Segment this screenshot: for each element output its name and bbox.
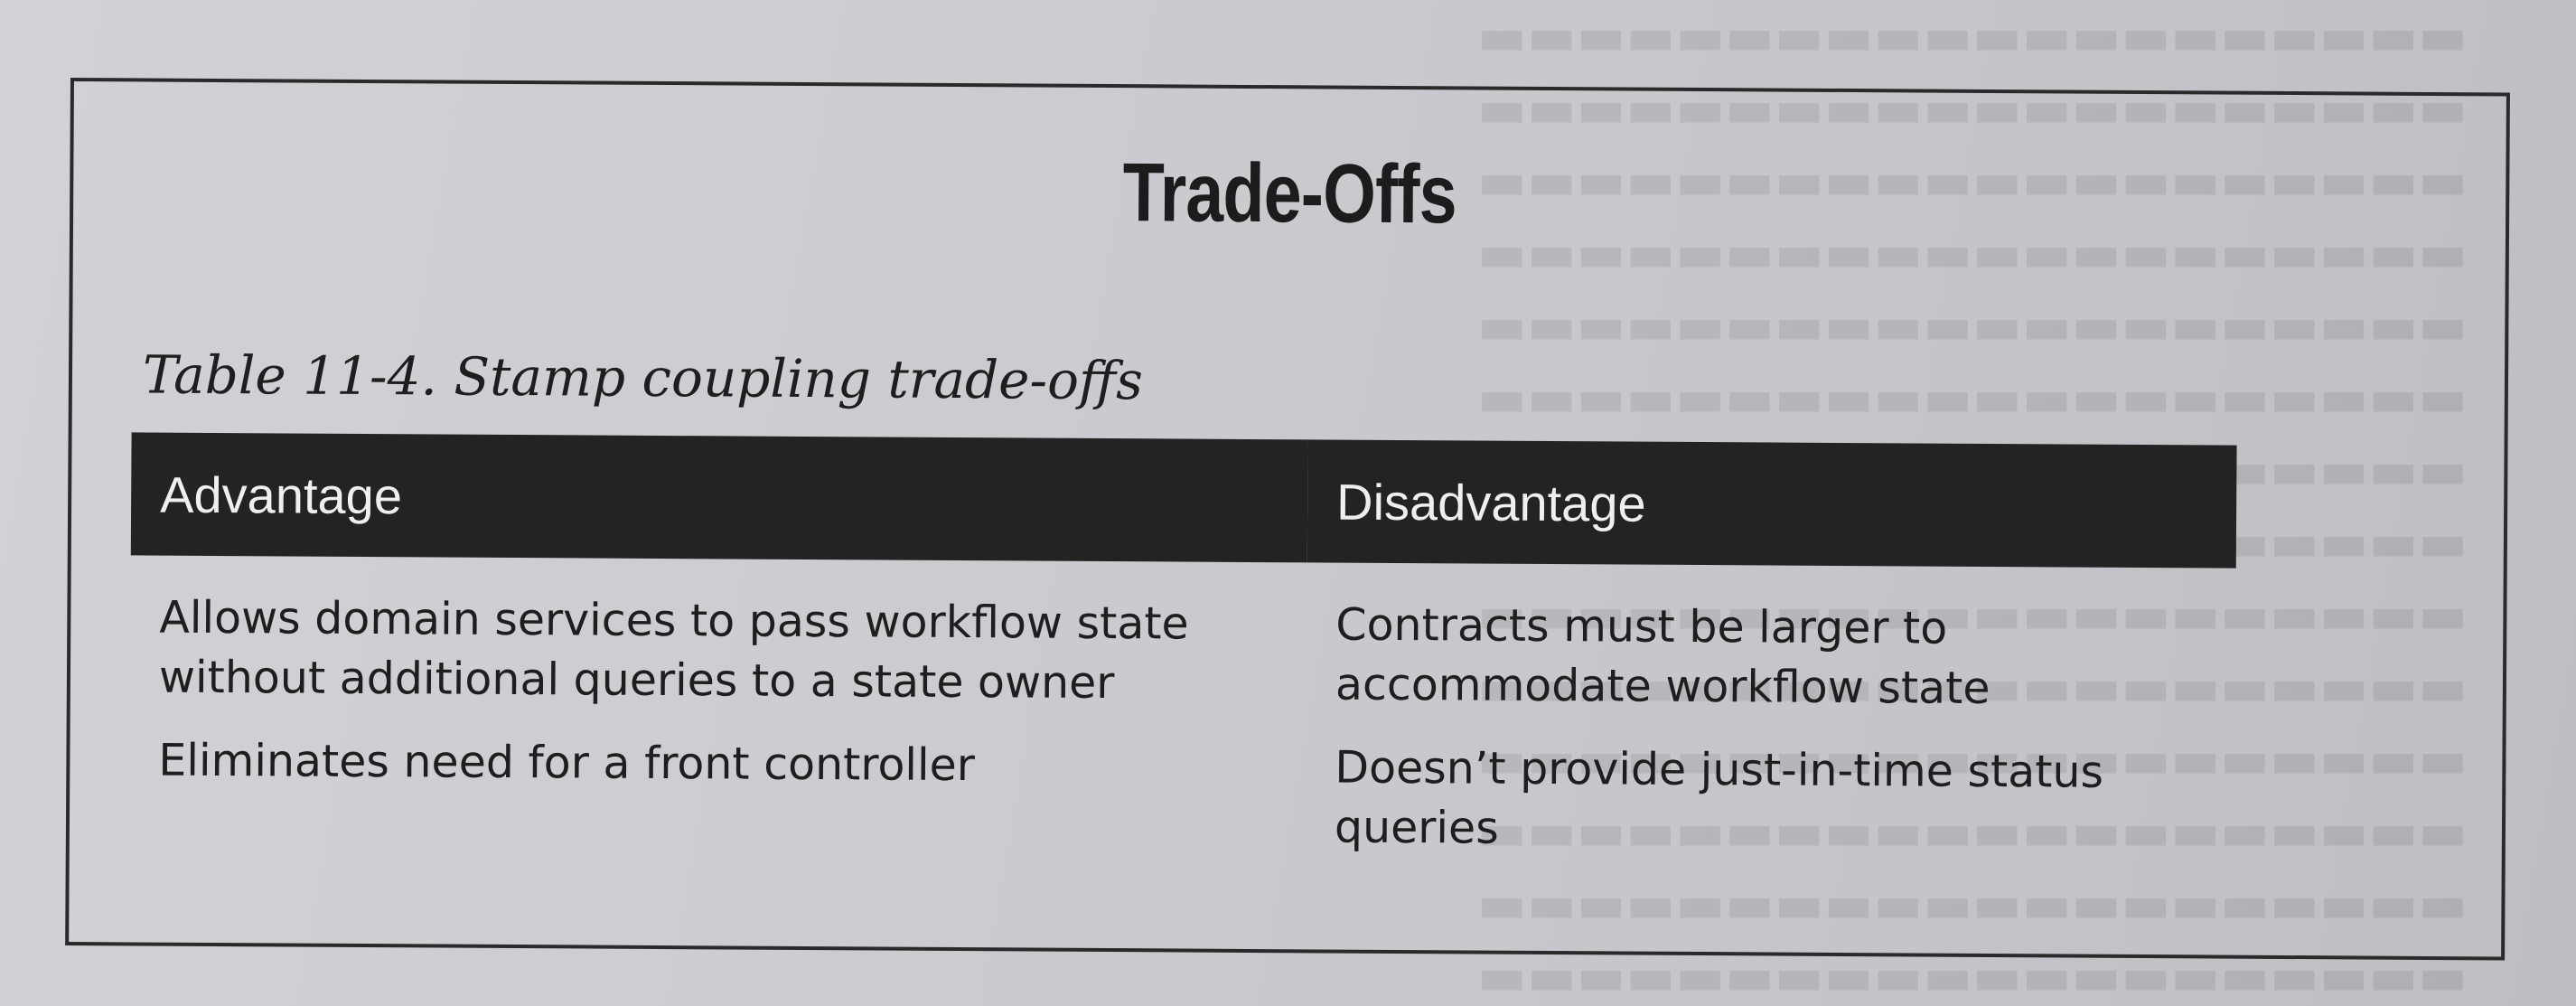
sidebar-title: Trade-Offs <box>1122 146 1457 241</box>
trade-offs-sidebar: Trade-Offs Table 11-4. Stamp coupling tr… <box>65 78 2510 961</box>
advantage-cell: Eliminates need for a front controller <box>158 734 976 792</box>
table-caption: Table 11-4. Stamp coupling trade-offs <box>142 343 1144 412</box>
disadvantage-cell: Doesn’t provide just-in-time status quer… <box>1334 741 2104 854</box>
table-row: Eliminates need for a front controller D… <box>129 730 2235 862</box>
table-row: Allows domain services to pass workflow … <box>130 555 2236 743</box>
advantage-cell: Allows domain services to pass workflow … <box>158 591 1189 710</box>
header-disadvantage: Disadvantage <box>1335 473 1646 532</box>
trade-offs-table: Advantage Disadvantage Allows domain ser… <box>129 432 2237 862</box>
disadvantage-cell: Contracts must be larger to accommodate … <box>1335 598 1991 714</box>
header-advantage: Advantage <box>159 465 403 524</box>
table-header-row: Advantage Disadvantage <box>130 432 2237 569</box>
